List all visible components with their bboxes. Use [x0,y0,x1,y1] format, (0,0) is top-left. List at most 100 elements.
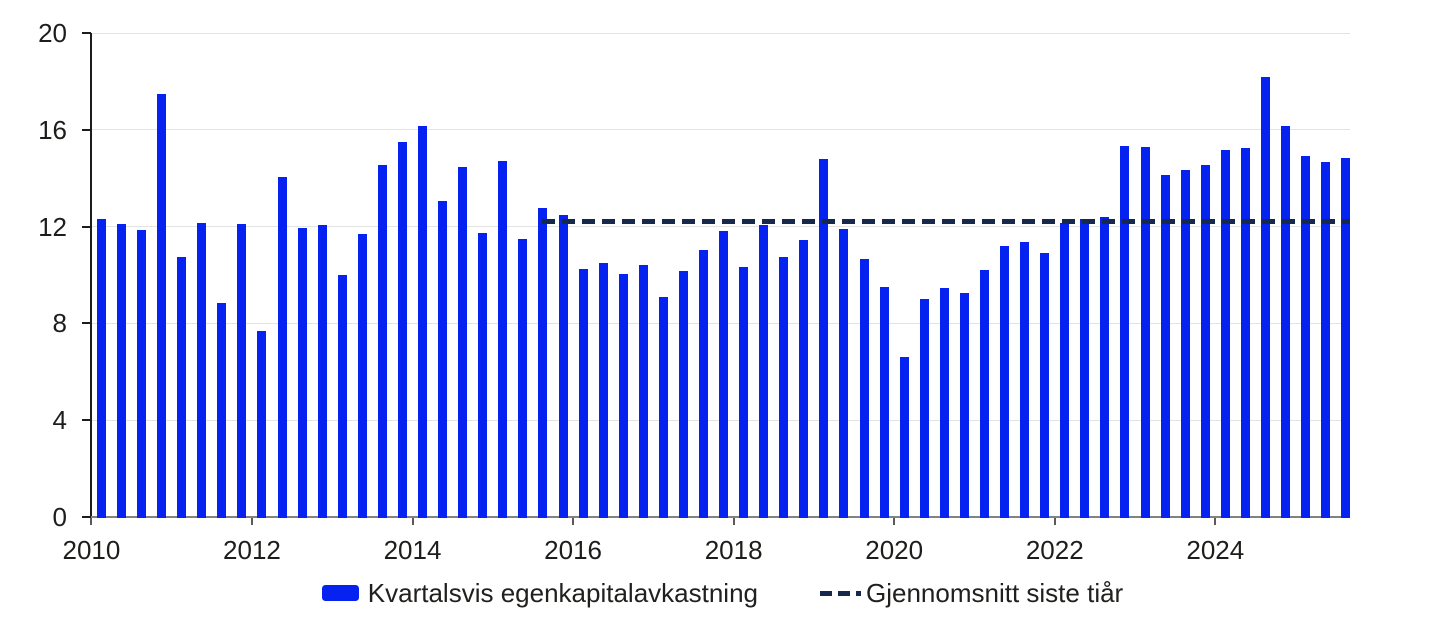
x-axis-tick-2012 [250,518,253,525]
bar-2023Q3 [1180,169,1190,518]
bar-2010Q2 [116,224,126,518]
bar-2016Q4 [638,265,648,518]
bar-2019Q2 [839,229,849,518]
bar-2025Q2 [1321,162,1331,518]
average-line [541,219,1350,225]
x-axis-label-2018: 2018 [704,535,763,565]
x-axis-label-2020: 2020 [865,535,924,565]
y-axis-tick-4 [82,419,91,422]
bar-2012Q3 [297,227,307,518]
gridline-16 [92,129,1350,131]
y-axis-tick-0 [82,516,91,518]
x-axis-tick-2010 [90,518,93,525]
x-axis-label-2022: 2022 [1025,535,1084,565]
bar-2015Q1 [498,161,508,518]
bar-2018Q1 [739,266,749,518]
bar-2020Q3 [939,288,949,518]
bar-2014Q3 [458,167,468,518]
bar-2018Q3 [779,256,789,518]
bar-2010Q3 [137,230,147,518]
bar-2016Q1 [578,268,588,518]
bar-2016Q2 [598,262,608,518]
bar-2010Q4 [157,93,167,518]
bar-2019Q4 [879,287,889,518]
bar-2013Q1 [337,275,347,518]
bar-2021Q2 [1000,245,1010,518]
bar-2012Q2 [277,177,287,518]
bar-2017Q4 [719,231,729,518]
bar-2013Q3 [377,164,387,518]
bar-2022Q1 [1060,222,1070,518]
y-axis-tick-16 [82,128,91,131]
x-axis-tick-2022 [1053,518,1056,525]
bar-2013Q2 [357,233,367,518]
x-axis-tick-2016 [572,518,575,525]
x-axis-tick-2020 [893,518,896,525]
bar-2020Q4 [959,293,969,518]
y-axis-line [90,33,92,519]
bar-2025Q1 [1301,156,1311,518]
bar-2019Q3 [859,259,869,518]
legend: Kvartalsvis egenkapitalavkastning Gjenno… [0,577,1445,609]
y-axis-label-16: 16 [38,114,67,145]
bar-2015Q3 [538,208,548,518]
bar-2011Q2 [197,222,207,518]
legend-item-quarterly-roe: Kvartalsvis egenkapitalavkastning [321,577,758,609]
bar-2023Q2 [1160,174,1170,518]
bar-2012Q1 [257,330,267,518]
bar-2017Q2 [678,271,688,518]
bar-2020Q2 [919,299,929,518]
x-axis-label-2016: 2016 [544,535,602,565]
bar-2024Q3 [1260,76,1270,518]
bar-2014Q2 [438,201,448,518]
bar-2011Q4 [237,224,247,518]
bar-series-swatch [321,585,359,601]
bar-2024Q4 [1281,126,1291,518]
x-axis-label-2010: 2010 [62,535,121,565]
bar-2014Q1 [418,126,428,518]
bar-2021Q3 [1020,242,1030,518]
bar-2018Q4 [799,239,809,518]
average-series-label: Gjennomsnitt siste tiår [866,578,1124,608]
y-axis-label-20: 20 [38,18,67,48]
bar-series-label: Kvartalsvis egenkapitalavkastning [367,578,758,608]
bar-2024Q2 [1240,147,1250,518]
bar-2023Q1 [1140,146,1150,518]
bar-2015Q4 [558,214,568,518]
bar-2024Q1 [1220,150,1230,518]
y-axis-label-0: 0 [52,502,67,532]
y-axis-label-12: 12 [38,211,67,242]
bar-2019Q1 [819,158,829,518]
bar-2010Q1 [96,219,106,518]
y-axis-label-8: 8 [52,308,67,339]
x-axis-tick-2018 [732,518,735,525]
bar-2012Q4 [317,225,327,518]
dashed-line-swatch [820,590,861,596]
y-axis-tick-20 [82,32,91,34]
x-axis-label-2012: 2012 [223,535,281,565]
bar-2022Q3 [1100,216,1110,518]
y-axis-tick-8 [82,322,91,325]
bar-2011Q3 [217,302,227,518]
bar-2018Q2 [759,225,769,518]
gridline-12 [92,226,1350,228]
gridline-20 [92,32,1350,34]
bar-2023Q4 [1200,164,1210,518]
x-axis-label-2014: 2014 [383,535,442,565]
bar-2022Q4 [1120,145,1130,518]
bar-2025Q3 [1341,157,1351,518]
x-axis-tick-2014 [411,518,414,525]
plot-area: 0 4 8 12 16 20 2010 2012 2014 2016 2018 2020 2022 202… [38,18,1351,565]
x-axis-tick-2024 [1214,518,1217,525]
bar-2011Q1 [177,256,187,518]
bar-2017Q1 [658,296,668,518]
bar-2016Q3 [618,273,628,518]
bar-2020Q1 [899,357,909,518]
x-axis-label-2024: 2024 [1186,535,1245,565]
bar-2015Q2 [518,238,528,518]
bar-2022Q2 [1080,219,1090,518]
bar-2013Q4 [397,141,407,518]
bar-2014Q4 [478,232,488,518]
bar-2017Q3 [699,249,708,518]
